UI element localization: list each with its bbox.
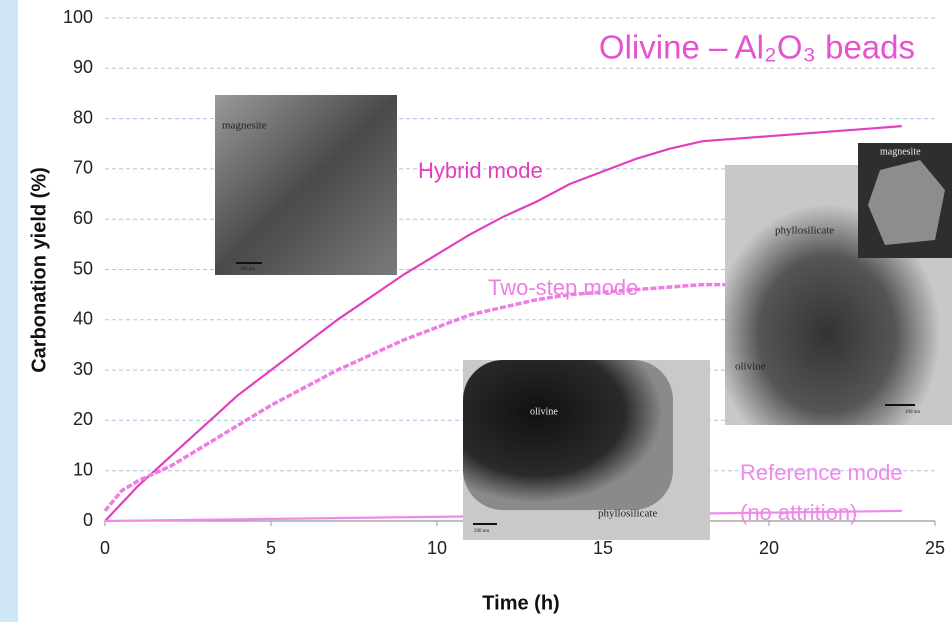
annotation: (no attrition) — [740, 500, 857, 525]
micrograph-label: olivine — [735, 361, 766, 373]
y-tick-label: 70 — [73, 158, 93, 178]
y-tick-label: 80 — [73, 107, 93, 127]
micrograph-label: olivine — [530, 406, 558, 417]
micrograph-label: phyllosilicate — [598, 508, 657, 520]
x-tick-label: 5 — [266, 538, 276, 558]
micrograph — [868, 160, 945, 245]
x-tick-label: 10 — [427, 538, 447, 558]
y-tick-label: 10 — [73, 459, 93, 479]
micrograph — [463, 360, 673, 510]
y-tick-label: 40 — [73, 309, 93, 329]
series-label: Hybrid mode — [418, 158, 543, 183]
y-tick-label: 60 — [73, 208, 93, 228]
micrograph-label: magnesite — [222, 120, 267, 132]
micrograph-label: phyllosilicate — [775, 225, 834, 237]
x-tick-label: 25 — [925, 538, 945, 558]
y-tick-label: 0 — [83, 510, 93, 530]
y-tick-label: 50 — [73, 258, 93, 278]
series-line — [103, 282, 736, 513]
side-strip — [0, 0, 18, 622]
series-line — [104, 125, 902, 522]
y-tick-label: 20 — [73, 409, 93, 429]
y-tick-label: 30 — [73, 359, 93, 379]
micrograph — [215, 95, 397, 275]
x-tick-label: 15 — [593, 538, 613, 558]
micrograph-label: 200 nm — [474, 529, 489, 534]
chart-title: Olivine – Al₂O₃ beads — [599, 29, 915, 66]
x-axis-title: Time (h) — [482, 592, 559, 614]
x-tick-label: 20 — [759, 538, 779, 558]
y-tick-label: 100 — [63, 7, 93, 27]
series-label: Two-step mode — [488, 275, 638, 300]
y-axis-title: Carbonation yield (%) — [28, 167, 50, 373]
micrograph-label: 100 nm — [905, 410, 920, 415]
micrograph-label: magnesite — [880, 146, 921, 157]
y-tick-label: 90 — [73, 57, 93, 77]
x-tick-label: 0 — [100, 538, 110, 558]
series-label: Reference mode — [740, 460, 903, 485]
micrograph-label: 100 nm — [240, 267, 255, 272]
